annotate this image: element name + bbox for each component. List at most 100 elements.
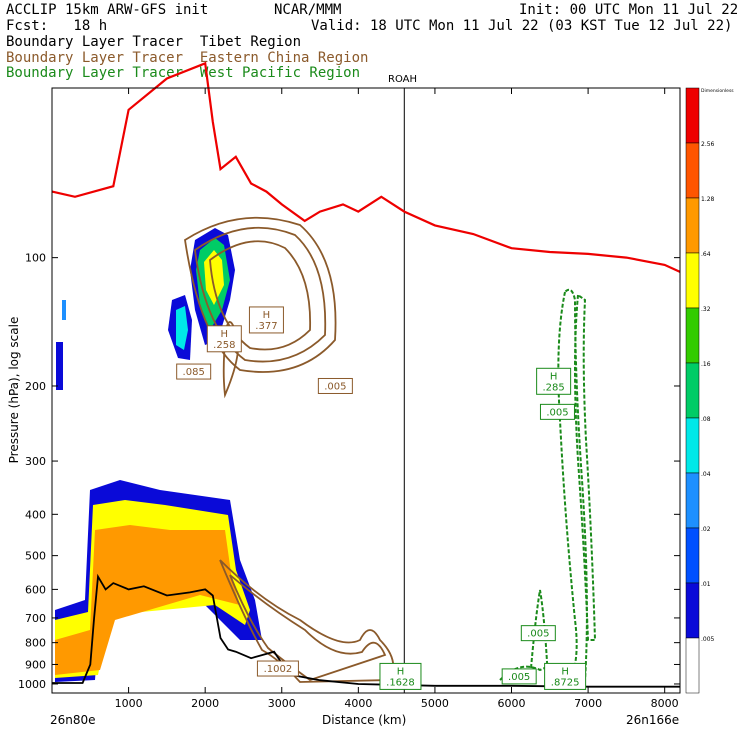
colorbar-swatch [685, 87, 700, 144]
header-title: ACCLIP 15km ARW-GFS init [6, 2, 209, 18]
annotation-text: .005 [324, 381, 346, 392]
y-tick-label: 500 [25, 550, 46, 563]
annotation-frame [206, 325, 242, 353]
annotation-box: .085 [176, 363, 212, 380]
colorbar-level-label: .005 [701, 636, 715, 643]
terrain-line [52, 573, 680, 688]
y-tick-label: 900 [25, 658, 46, 671]
annotation-text: .258 [213, 340, 235, 351]
header-valid: Valid: 18 UTC Mon 11 Jul 22 (03 KST Tue … [311, 18, 733, 34]
colorbar-swatch [685, 197, 700, 254]
colorbar-swatch [685, 142, 700, 199]
annotation-text: .085 [183, 367, 205, 378]
station-marker-label: ROAH [388, 74, 418, 85]
header-org: NCAR/MMM [274, 2, 342, 18]
upper-plume-core [204, 250, 224, 305]
annotation-text: .005 [527, 629, 549, 640]
upper-plume-side-core [176, 306, 188, 350]
x-tick-label: 8000 [651, 697, 679, 710]
annotation-text: .285 [543, 382, 565, 393]
y-tick-label: 400 [25, 508, 46, 521]
annotation-text: H [397, 666, 405, 677]
x-tick-label: 1000 [115, 697, 143, 710]
colorbar-swatch [685, 527, 700, 584]
annotation-box: H.285 [536, 367, 572, 395]
colorbar-title: Dimensionless [701, 88, 734, 94]
start-location-label: 26n80e [50, 713, 96, 727]
y-tick-label: 800 [25, 637, 46, 650]
annotation-box: H.8725 [544, 662, 587, 690]
west-pacific-contour-2 [529, 589, 549, 681]
annotation-frame [379, 662, 422, 690]
axes: 1000 2000 3000 4000 5000 6000 7000 8000 100 200 30… [18, 88, 680, 710]
annotation-frame [539, 403, 575, 420]
eastern-china-lower-contour-0 [219, 559, 395, 683]
colorbar-level-label: .32 [701, 306, 711, 313]
colorbar-level-label: .16 [701, 361, 711, 368]
colorbar-swatch [685, 637, 700, 694]
annotation-text: H [221, 329, 229, 340]
plot-frame [51, 87, 681, 694]
annotation-frame [256, 660, 299, 677]
colorbar: .005 .01 .02 .04 .08 .16 .32 .64 1.28 2.56 Dimensi… [685, 87, 734, 694]
colorbar-level-label: .02 [701, 526, 711, 533]
end-location-label: 26n166e [626, 713, 680, 727]
annotation-box: .005 [539, 403, 575, 420]
small-plume-b [56, 342, 63, 390]
colorbar-swatch [685, 252, 700, 309]
y-tick-label: 200 [25, 380, 46, 393]
x-tick-label: 7000 [574, 697, 602, 710]
annotation-text: H [561, 666, 569, 677]
colorbar-swatch [685, 362, 700, 419]
colorbar-swatch [685, 582, 700, 639]
y-axis-label: Pressure (hPa), log scale [7, 316, 21, 464]
annotation-text: .005 [546, 407, 568, 418]
west-pacific-contour-1 [574, 293, 597, 641]
annotation-text: .8725 [551, 677, 580, 688]
legend-tibet: Boundary Layer Tracer Tibet Region [6, 34, 302, 50]
annotation-box: .005 [317, 377, 353, 394]
west-pacific-contour-0 [557, 288, 588, 681]
annotation-text: .1628 [386, 677, 415, 688]
x-tick-label: 3000 [268, 697, 296, 710]
colorbar-swatch [685, 307, 700, 364]
legend-west-pacific: Boundary Layer Tracer West Pacific Regio… [6, 65, 361, 81]
tibet-lower-plume-core [55, 525, 240, 675]
annotation-text: H [263, 310, 271, 321]
annotation-box: H.258 [206, 325, 242, 353]
eastern-china-lower-contour-1 [229, 574, 387, 681]
header-forecast: Fcst: 18 h [6, 18, 108, 34]
annotation-frame [520, 625, 556, 642]
annotation-frame [544, 662, 587, 690]
annotation-box: H.377 [248, 306, 284, 334]
annotation-box: .005 [520, 625, 556, 642]
colorbar-level-label: .04 [701, 471, 711, 478]
y-tick-label: 1000 [18, 678, 46, 691]
legend-eastern-china: Boundary Layer Tracer Eastern China Regi… [6, 50, 369, 66]
annotation-frame [501, 668, 537, 685]
colorbar-level-label: .08 [701, 416, 711, 423]
colorbar-swatch [685, 472, 700, 529]
x-tick-label: 4000 [344, 697, 372, 710]
y-tick-label: 300 [25, 455, 46, 468]
colorbar-level-label: 1.28 [701, 196, 715, 203]
x-axis-label: Distance (km) [322, 713, 407, 727]
colorbar-level-label: 2.56 [701, 141, 715, 148]
x-tick-label: 5000 [421, 697, 449, 710]
annotation-box: .005 [501, 668, 537, 685]
annotation-frame [536, 367, 572, 395]
small-plume-a [62, 300, 66, 320]
annotation-text: .005 [508, 672, 530, 683]
annotation-text: .1002 [264, 664, 293, 675]
x-tick-label: 2000 [191, 697, 219, 710]
colorbar-swatch [685, 417, 700, 474]
y-tick-label: 600 [25, 583, 46, 596]
colorbar-level-label: .64 [701, 251, 711, 258]
annotation-frame [317, 377, 353, 394]
annotation-text: .377 [255, 321, 277, 332]
x-tick-label: 6000 [498, 697, 526, 710]
y-tick-label: 100 [25, 252, 46, 265]
annotation-frame [248, 306, 284, 334]
